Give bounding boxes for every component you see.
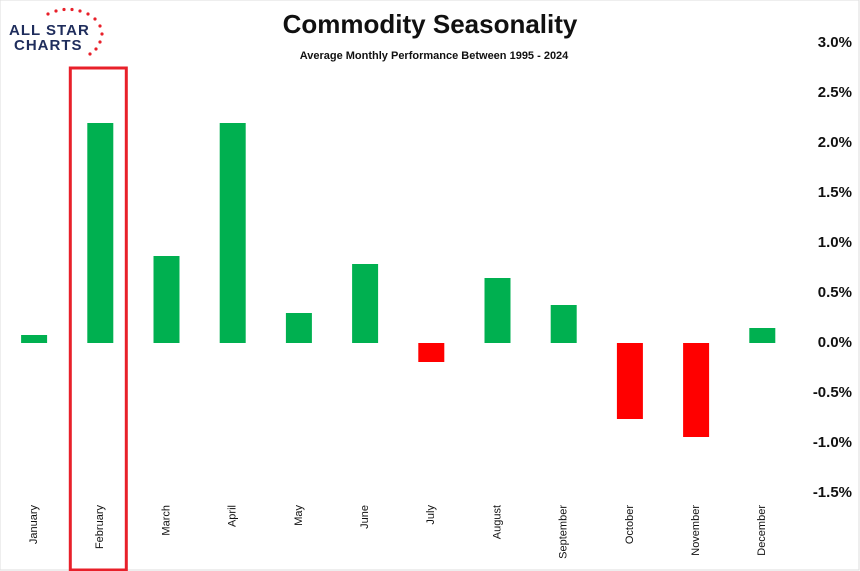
bar <box>418 343 445 362</box>
y-tick-label: -1.5% <box>813 484 852 501</box>
chart-subtitle: Average Monthly Performance Between 1995… <box>300 50 569 62</box>
y-tick-label: 2.5% <box>818 84 852 101</box>
highlight-box <box>68 66 128 571</box>
y-tick-label: 0.0% <box>818 334 852 351</box>
x-tick-label: November <box>690 505 702 556</box>
y-tick-label: -0.5% <box>813 384 852 401</box>
y-tick-label: 3.0% <box>818 34 852 51</box>
x-tick-label: March <box>160 505 172 536</box>
chart-title: Commodity Seasonality <box>283 9 578 39</box>
bar <box>484 278 511 343</box>
bar <box>749 328 776 343</box>
x-tick-label: January <box>28 505 40 545</box>
x-tick-label: May <box>293 505 305 526</box>
logo-text: ALL STAR <box>9 22 90 39</box>
bar <box>21 335 48 343</box>
bar <box>153 256 180 343</box>
x-tick-label: December <box>756 505 768 556</box>
y-tick-label: 1.0% <box>818 234 852 251</box>
logo-text: CHARTS <box>14 37 83 54</box>
x-tick-label: February <box>94 505 106 550</box>
x-tick-label: July <box>425 505 437 525</box>
y-tick-label: 0.5% <box>818 284 852 301</box>
x-tick-label: August <box>491 505 503 539</box>
x-tick-label: September <box>558 505 570 559</box>
bar <box>683 343 710 437</box>
bar <box>219 123 246 343</box>
x-tick-label: April <box>227 505 239 527</box>
y-tick-label: -1.0% <box>813 434 852 451</box>
bar <box>352 264 379 343</box>
y-tick-label: 1.5% <box>818 184 852 201</box>
bar <box>87 123 114 343</box>
logo: ALL STAR CHARTS <box>9 7 104 56</box>
x-tick-label: October <box>624 505 636 544</box>
bar <box>285 313 312 343</box>
y-tick-label: 2.0% <box>818 134 852 151</box>
bar <box>550 305 577 343</box>
x-tick-label: June <box>359 505 371 529</box>
bar <box>616 343 643 419</box>
